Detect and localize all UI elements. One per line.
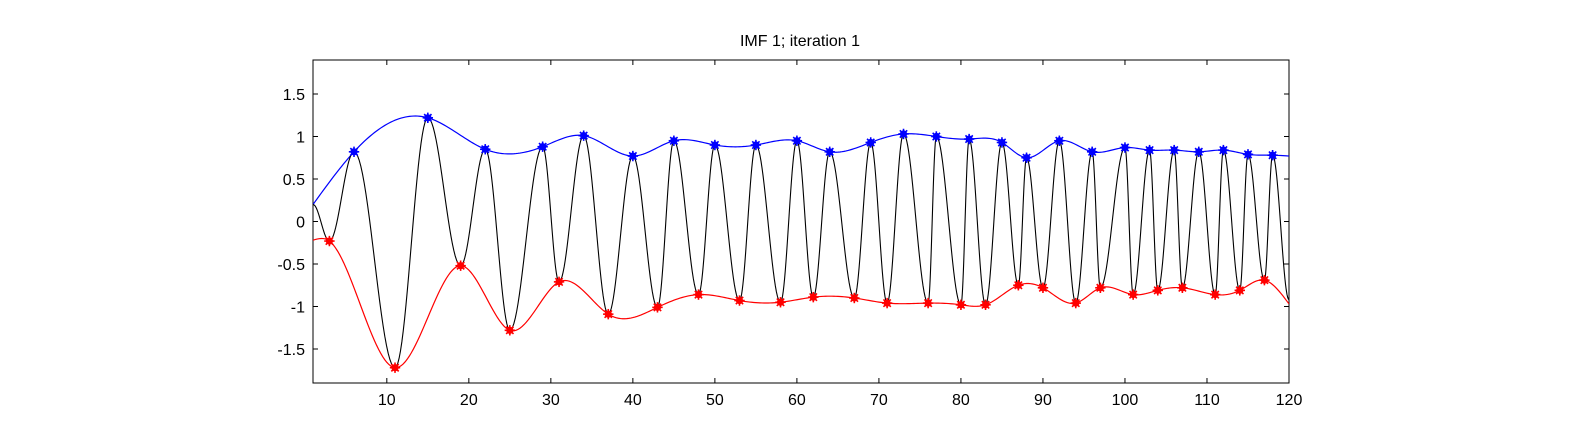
x-axis-ticks: 10 20 30 40 50 60 70 80 90 100 110 120: [378, 60, 1303, 409]
y-tick-label: -1: [291, 300, 305, 317]
maximum-point: [865, 137, 876, 148]
maximum-point: [537, 141, 548, 152]
minimum-point: [1234, 285, 1245, 296]
chart-title: IMF 1; iteration 1: [740, 33, 860, 50]
x-tick-label: 80: [952, 392, 970, 409]
maximum-point: [480, 144, 491, 155]
maximum-point: [422, 112, 434, 123]
x-tick-label: 90: [1034, 392, 1052, 409]
x-tick-label: 40: [624, 392, 642, 409]
maximum-point: [1119, 142, 1131, 153]
y-tick-label: 1.5: [283, 87, 305, 104]
minimum-point: [1152, 285, 1163, 296]
maximum-point: [1267, 150, 1278, 161]
y-tick-label: 0: [296, 215, 305, 232]
maximum-point: [791, 135, 803, 146]
minimum-point: [603, 308, 614, 320]
minimum-point: [389, 362, 401, 373]
minimum-point: [881, 297, 893, 309]
minimum-point: [1177, 282, 1188, 293]
minimum-point: [775, 297, 786, 308]
maximum-point: [931, 131, 942, 142]
y-tick-label: 1: [296, 130, 305, 147]
maximum-point: [1168, 144, 1180, 156]
x-tick-label: 50: [706, 392, 724, 409]
minimum-point: [553, 276, 565, 288]
maximum-point: [668, 135, 680, 146]
y-tick-label: -1.5: [277, 342, 305, 359]
maximum-point: [750, 139, 762, 151]
maximum-point: [1021, 152, 1032, 163]
maximum-point: [348, 146, 360, 157]
minimum-point: [504, 325, 516, 336]
minimum-point: [808, 291, 819, 303]
x-tick-label: 120: [1276, 392, 1303, 409]
minimum-point: [1037, 282, 1049, 293]
maximum-point: [1242, 149, 1254, 160]
maximum-point: [627, 150, 639, 162]
maximum-point: [1086, 146, 1098, 157]
minimum-point: [734, 295, 745, 306]
plot-area-frame: [312, 59, 1290, 384]
minimum-point: [324, 235, 335, 247]
minimum-point: [1070, 297, 1081, 309]
minimum-point: [693, 289, 704, 300]
minimum-point: [955, 299, 967, 310]
minimum-point: [652, 302, 663, 313]
maximum-point: [578, 130, 589, 141]
minimum-point: [922, 297, 934, 309]
minimum-point: [1259, 274, 1270, 286]
maximum-point: [1054, 135, 1065, 146]
maximum-point: [963, 133, 975, 145]
x-tick-label: 30: [542, 392, 560, 409]
x-tick-label: 20: [460, 392, 478, 409]
minimum-point: [849, 292, 860, 304]
maximum-point: [1144, 144, 1155, 156]
lower-envelope-line: [313, 237, 1289, 369]
minimum-point: [1209, 289, 1221, 300]
signal-line: [313, 117, 1289, 369]
maximum-point: [996, 137, 1008, 148]
x-tick-label: 70: [870, 392, 888, 409]
y-axis-ticks: 1.5 1 0.5 0 -0.5 -1 -1.5: [277, 87, 1289, 359]
extrema-markers: [324, 112, 1278, 373]
minimum-point: [455, 260, 466, 271]
maximum-point: [824, 146, 835, 157]
minimum-point: [980, 299, 991, 310]
maximum-point: [1193, 146, 1204, 157]
maximum-point: [898, 128, 909, 140]
x-tick-label: 10: [378, 392, 396, 409]
x-tick-label: 100: [1112, 392, 1139, 409]
x-tick-label: 60: [788, 392, 806, 409]
maximum-point: [1218, 144, 1229, 156]
minimum-point: [1013, 280, 1024, 291]
x-tick-label: 110: [1194, 392, 1220, 409]
y-tick-label: -0.5: [277, 257, 305, 274]
y-tick-label: 0.5: [283, 172, 305, 189]
maximum-point: [709, 139, 721, 151]
minimum-point: [1127, 289, 1139, 300]
minimum-point: [1095, 282, 1106, 293]
